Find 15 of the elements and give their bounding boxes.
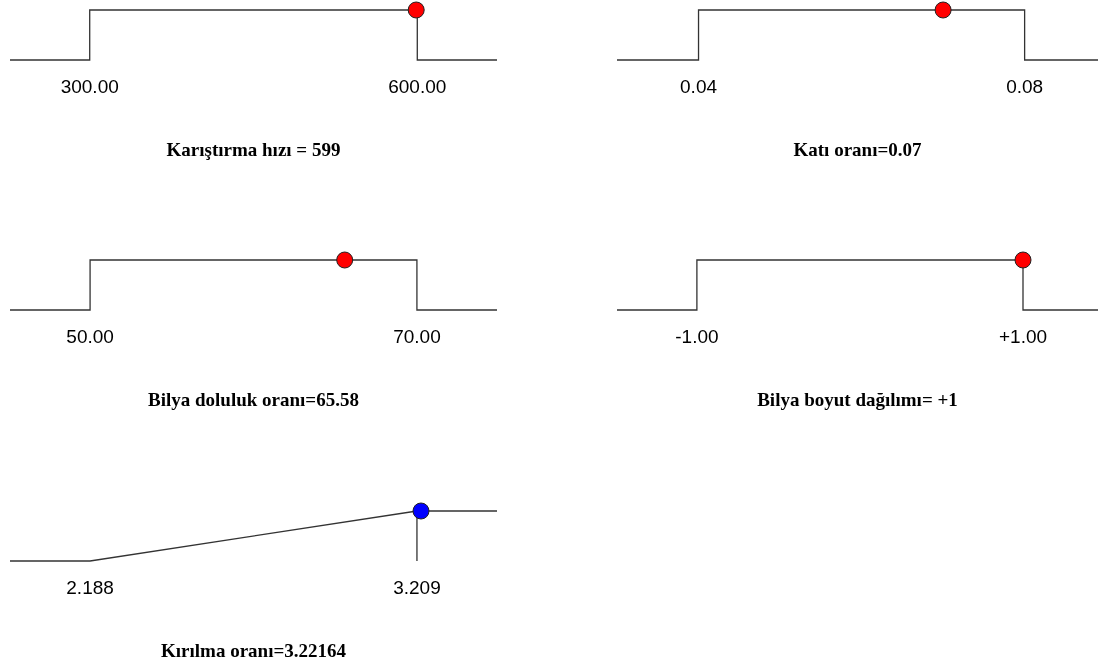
x-axis-title: Kırılma oranı=3.22164 [161, 639, 347, 661]
x-axis-title: Bilya boyut dağılımı= +1 [757, 388, 958, 410]
x-tick-label: 300.00 [60, 76, 119, 97]
x-tick-label: 0.08 [1006, 76, 1044, 97]
x-tick-label: 2.188 [66, 577, 114, 598]
x-tick-label: 0.04 [680, 76, 718, 97]
x-axis-title: Bilya doluluk oranı=65.58 [148, 388, 359, 410]
x-tick-label: 3.209 [393, 577, 441, 598]
x-tick-label: 70.00 [393, 326, 441, 347]
x-axis-title: Katı oranı=0.07 [793, 138, 922, 160]
x-tick-label: +1.00 [998, 326, 1048, 347]
x-tick-label: -1.00 [675, 326, 719, 347]
x-tick-label: 600.00 [388, 76, 447, 97]
x-axis-title: Karıştırma hızı = 599 [166, 138, 341, 160]
x-tick-label: 50.00 [66, 326, 114, 347]
